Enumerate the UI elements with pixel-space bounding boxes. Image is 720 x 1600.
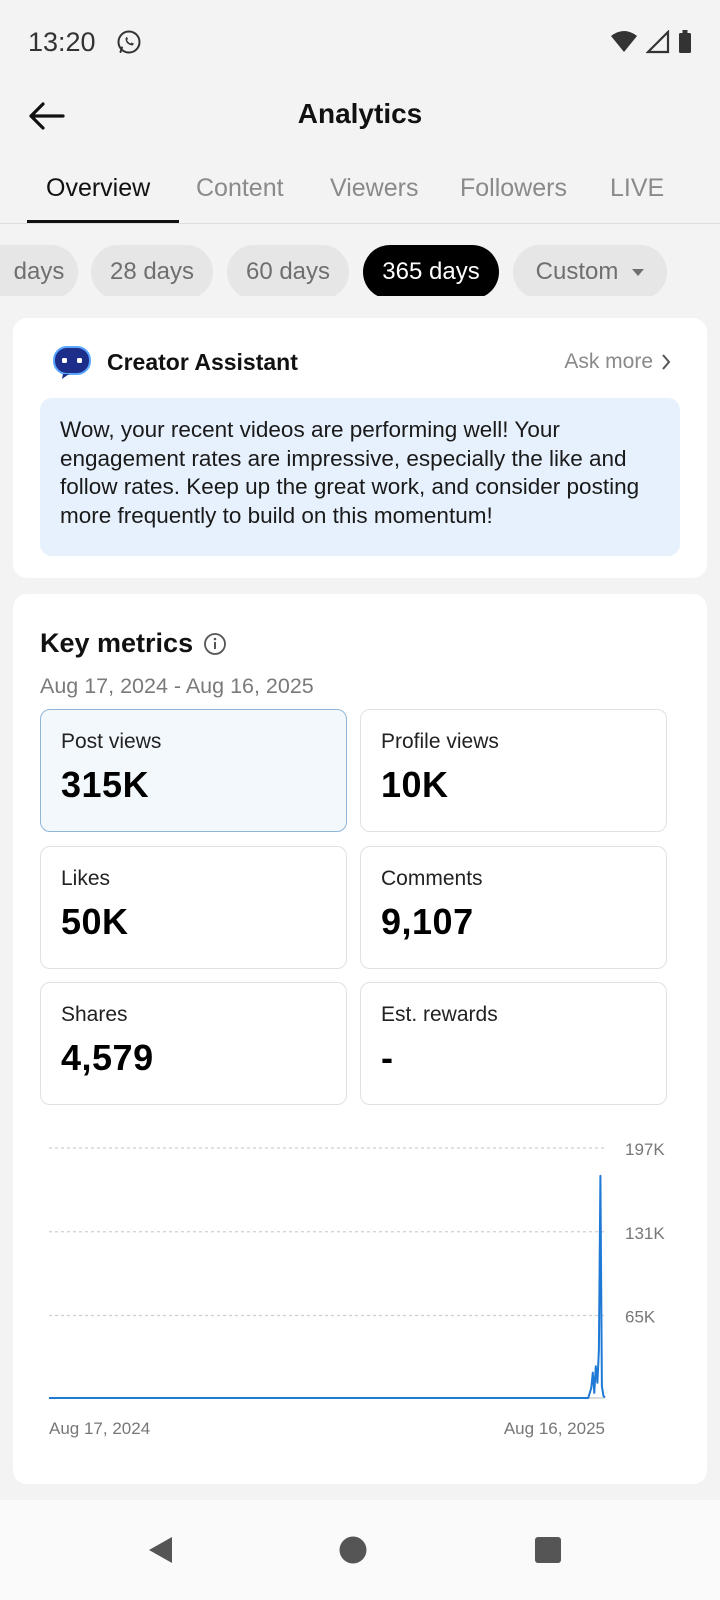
metric-value: 315K [61, 764, 150, 805]
nav-recents-button[interactable] [526, 1528, 570, 1572]
assistant-header: Creator Assistant Ask more [53, 342, 671, 382]
tab-overview[interactable]: Overview [46, 174, 151, 202]
active-tab-indicator [27, 220, 179, 223]
status-icons [610, 30, 692, 54]
system-nav-bar [0, 1500, 720, 1600]
range-label: 60 days [245, 258, 331, 285]
range-label: 28 days [109, 258, 195, 285]
wifi-icon [611, 31, 637, 52]
metric-label: Est. rewards [381, 1003, 498, 1026]
y-tick-label: 131K [625, 1224, 665, 1243]
metric-likes[interactable]: Likes 50K [40, 846, 347, 969]
page-title: Analytics [297, 98, 423, 129]
battery-icon [679, 30, 691, 53]
metric-post-views[interactable]: Post views 315K [40, 709, 347, 832]
metric-label: Shares [61, 1003, 128, 1026]
info-icon[interactable] [203, 632, 227, 656]
signal-icon [646, 30, 670, 54]
tab-live[interactable]: LIVE [610, 174, 665, 202]
date-range-selector: days 28 days 60 days 365 days Custom [0, 240, 720, 296]
whatsapp-icon [117, 30, 141, 54]
range-custom-chip[interactable]: Custom [513, 245, 667, 296]
metric-label: Profile views [381, 730, 499, 753]
metric-value: 9,107 [381, 901, 474, 942]
arrow-left-icon [29, 102, 65, 130]
back-button[interactable] [24, 94, 68, 138]
series-line [49, 1174, 606, 1399]
nav-back-button[interactable] [138, 1528, 182, 1572]
status-time: 13:20 [28, 26, 96, 57]
metric-comments[interactable]: Comments 9,107 [360, 846, 667, 969]
tab-followers[interactable]: Followers [460, 174, 567, 202]
creator-assistant-card: Creator Assistant Ask more Wow, your rec… [13, 318, 707, 578]
key-metrics-heading: Key metrics [40, 628, 227, 659]
range-365-days-chip[interactable]: 365 days [363, 245, 499, 296]
x-tick-label: Aug 16, 2025 [504, 1419, 605, 1438]
ask-more-link[interactable]: Ask more [564, 350, 671, 374]
metric-label: Likes [61, 867, 111, 890]
metric-label: Comments [381, 867, 483, 890]
y-tick-label: 65K [625, 1308, 656, 1327]
range-label: 365 days [382, 258, 480, 285]
assistant-name: Creator Assistant [107, 348, 298, 375]
metric-value: - [381, 1037, 394, 1078]
assistant-message: Wow, your recent videos are performing w… [40, 398, 680, 556]
analytics-tabs: Overview Content Viewers Followers LIVE [0, 160, 720, 224]
metric-value: 10K [381, 764, 449, 805]
circle-home-icon [339, 1536, 367, 1564]
chevron-right-icon [662, 354, 671, 370]
metrics-date-range: Aug 17, 2024 - Aug 16, 2025 [40, 674, 314, 698]
metric-shares[interactable]: Shares 4,579 [40, 982, 347, 1105]
key-metrics-title: Key metrics [40, 628, 194, 658]
range-7-days-chip[interactable]: days [0, 245, 78, 296]
metric-value: 4,579 [61, 1037, 154, 1078]
tab-content[interactable]: Content [196, 174, 284, 202]
nav-home-button[interactable] [331, 1528, 375, 1572]
caret-down-icon [632, 268, 645, 276]
x-tick-label: Aug 17, 2024 [49, 1419, 150, 1438]
metric-est-rewards[interactable]: Est. rewards - [360, 982, 667, 1105]
assistant-bot-icon [53, 346, 91, 379]
ask-more-label: Ask more [564, 350, 653, 373]
metric-value: 50K [61, 901, 129, 942]
metric-label: Post views [61, 730, 162, 753]
app-header: Analytics [0, 84, 720, 146]
range-label: Custom [535, 258, 619, 285]
metric-profile-views[interactable]: Profile views 10K [360, 709, 667, 832]
square-recents-icon [535, 1537, 561, 1563]
range-label: days [13, 258, 65, 285]
key-metrics-card: Key metrics Aug 17, 2024 - Aug 16, 2025 … [13, 594, 707, 1484]
triangle-back-icon [149, 1537, 172, 1563]
post-views-chart: 197K 131K 65K Aug 17, 2024 Aug 16, 2025 [49, 1140, 665, 1438]
status-bar: 13:20 [0, 0, 720, 84]
y-tick-label: 197K [625, 1140, 665, 1159]
tab-viewers[interactable]: Viewers [330, 174, 419, 202]
range-28-days-chip[interactable]: 28 days [91, 245, 213, 296]
range-60-days-chip[interactable]: 60 days [227, 245, 349, 296]
